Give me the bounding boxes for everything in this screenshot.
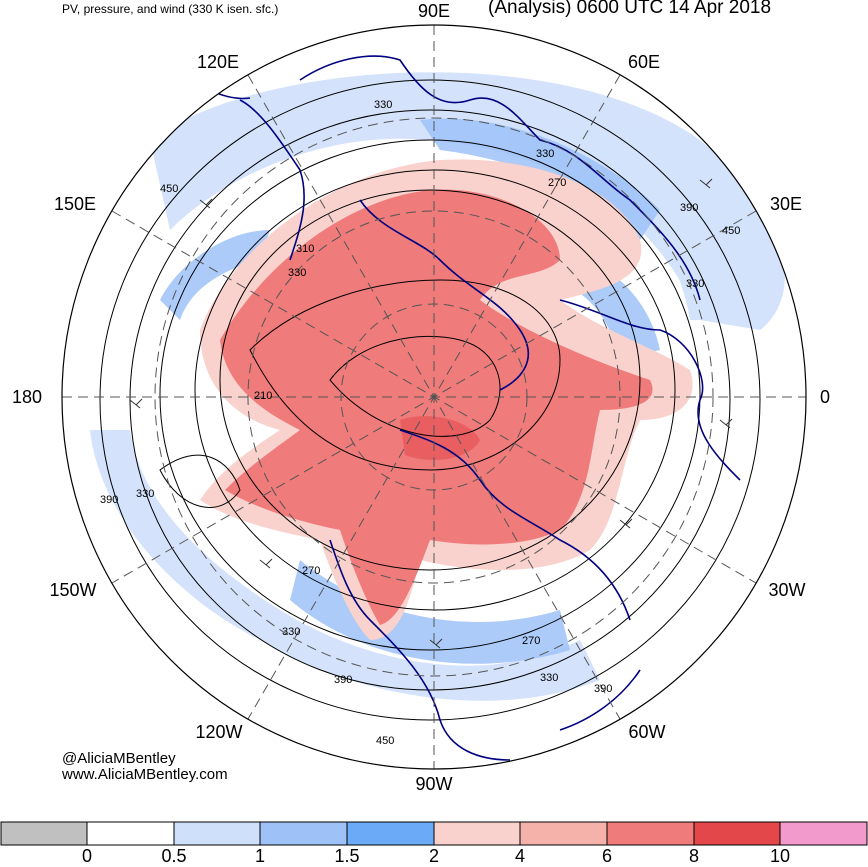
- analysis-time: (Analysis) 0600 UTC 14 Apr 2018: [488, 0, 772, 18]
- colorbar-bin: [433, 821, 521, 846]
- lon-label-60w: 60W: [628, 722, 665, 742]
- contour-label: 270: [302, 565, 320, 577]
- contour-label: 330: [282, 626, 300, 638]
- credit-handle: @AliciaMBentley: [62, 750, 176, 767]
- colorbar-label: 0: [81, 846, 93, 866]
- contour-label: 390: [100, 494, 118, 506]
- lon-label-30w: 30W: [768, 580, 805, 600]
- contour-label: 390: [594, 683, 612, 695]
- contour-label: 210: [254, 390, 272, 402]
- longitude-labels: 90E 60E 30E 0 30W 60W 90W 120W 150W 180 …: [12, 1, 830, 794]
- contour-label: 330: [288, 267, 306, 279]
- pressure-contours: [99, 79, 761, 721]
- colorbar-bin: [606, 821, 695, 846]
- contour-label: 310: [296, 243, 314, 255]
- contour-label: 450: [160, 183, 178, 195]
- credit-website: www.AliciaMBentley.com: [62, 766, 228, 783]
- contour-label: 330: [536, 148, 554, 160]
- lon-label-90w: 90W: [415, 774, 452, 794]
- lon-label-180: 180: [12, 387, 42, 407]
- lon-label-30e: 30E: [770, 194, 802, 214]
- map-boundary: [61, 24, 807, 770]
- map-title: PV, pressure, and wind (330 K isen. sfc.…: [62, 2, 279, 16]
- colorbar-label: 0.5: [161, 846, 187, 866]
- lon-label-90e: 90E: [418, 1, 450, 21]
- contour-label: 330: [136, 488, 154, 500]
- lon-label-0: 0: [820, 387, 830, 407]
- colorbar-label: 4: [514, 846, 526, 866]
- colorbar-label: 6: [601, 846, 613, 866]
- map-fields: 330 450 330 270 390 450 310 330 210 390 …: [62, 25, 806, 769]
- colorbar-bin: [693, 821, 781, 846]
- colorbar-bin: [346, 821, 435, 846]
- lon-label-60e: 60E: [628, 52, 660, 72]
- contour-label: 330: [540, 672, 558, 684]
- lon-label-120e: 120E: [197, 52, 239, 72]
- lon-label-120w: 120W: [195, 722, 242, 742]
- colorbar-label: 1.5: [334, 846, 360, 866]
- colorbar-label: 1: [254, 846, 266, 866]
- colorbar-bin: [259, 821, 348, 846]
- graticule: [62, 25, 806, 769]
- coastlines: [209, 55, 741, 761]
- contour-label: 390: [680, 202, 698, 214]
- contour-label: 270: [548, 177, 566, 189]
- contour-label: 330: [686, 278, 704, 290]
- lon-label-150w: 150W: [49, 580, 96, 600]
- colorbar: [0, 821, 868, 846]
- colorbar-bin: [86, 821, 175, 846]
- contour-label: 270: [522, 635, 540, 647]
- colorbar-bin: [0, 821, 88, 846]
- pv-high-shading: [200, 159, 693, 640]
- contour-label: 450: [722, 225, 740, 237]
- colorbar-label: 8: [688, 846, 700, 866]
- colorbar-bin: [519, 821, 608, 846]
- contour-labels: 330 450 330 270 390 450 310 330 210 390 …: [100, 99, 740, 747]
- contour-label: 330: [374, 99, 392, 111]
- colorbar-label: 2: [428, 846, 440, 866]
- colorbar-bin: [173, 821, 261, 846]
- contour-label: 450: [376, 735, 394, 747]
- wind-barbs: [129, 178, 733, 649]
- colorbar-bin: [779, 821, 868, 846]
- colorbar-label: 10: [769, 846, 791, 866]
- contour-label: 390: [334, 674, 352, 686]
- lon-label-150e: 150E: [54, 194, 96, 214]
